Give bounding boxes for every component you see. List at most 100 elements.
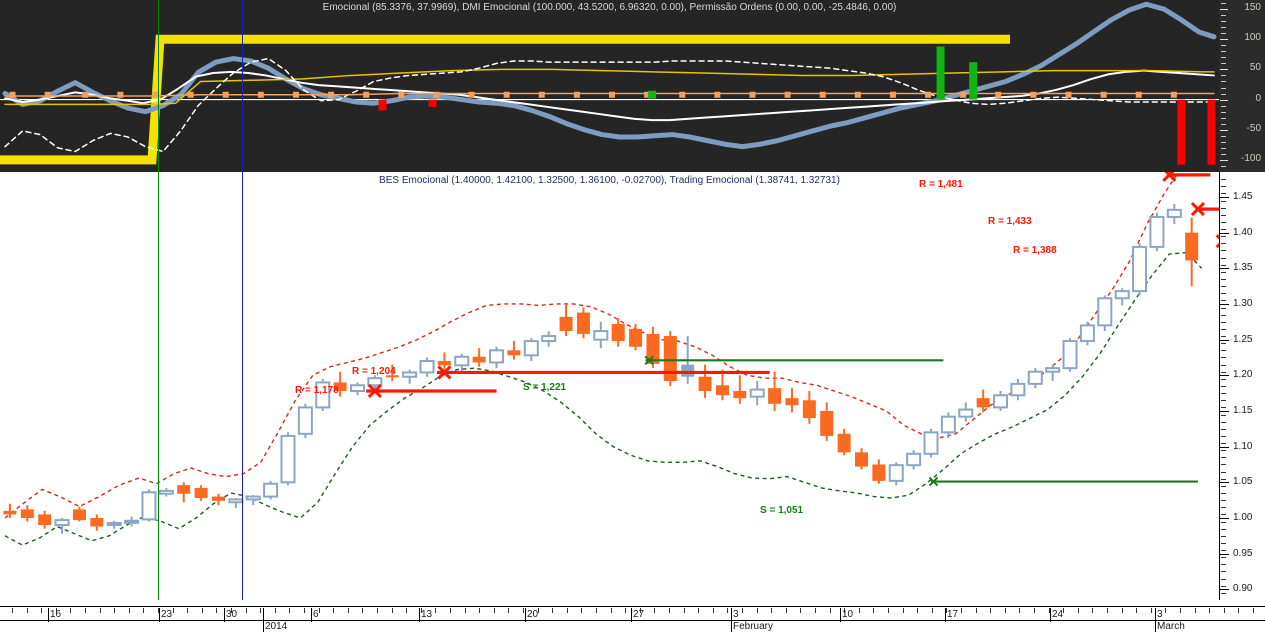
price-axis-label: 1.05 — [1233, 476, 1253, 488]
axis-minor-tick — [1221, 179, 1226, 181]
time-minor-tick — [12, 608, 13, 613]
axis-minor-tick — [1221, 141, 1226, 143]
time-minor-tick — [1238, 608, 1240, 613]
time-major-tick — [48, 608, 49, 622]
time-major-tick — [311, 608, 312, 622]
axis-spine — [1219, 172, 1220, 600]
time-minor-tick — [975, 608, 977, 613]
time-minor-tick — [771, 608, 773, 613]
permission-dot — [538, 91, 545, 98]
buy-signal-bar — [969, 62, 978, 100]
axis-top-rule — [0, 606, 1265, 607]
candlestick — [976, 389, 990, 413]
sell-signal-bar — [378, 99, 387, 111]
axis-minor-tick — [1221, 105, 1226, 107]
axis-minor-tick — [1221, 264, 1226, 266]
axis-minor-tick — [1221, 293, 1226, 295]
price-axis-label: 1.35 — [1233, 262, 1253, 274]
price-axis-label: 1.25 — [1233, 333, 1253, 345]
level-x-marker — [928, 476, 939, 487]
candlestick — [820, 402, 834, 441]
resistance-1433: R = 1,433 — [988, 216, 1032, 227]
time-minor-tick — [552, 608, 554, 613]
axis-minor-tick — [1221, 21, 1226, 23]
price-axis-label: 1.00 — [1233, 511, 1253, 523]
candlestick — [1132, 243, 1148, 296]
permission-dot — [44, 91, 51, 98]
time-minor-tick — [201, 608, 203, 613]
candlestick — [158, 488, 174, 497]
time-minor-tick — [493, 608, 495, 613]
time-minor-tick — [158, 608, 159, 613]
axis-minor-tick — [1221, 450, 1226, 452]
axis-minor-tick — [1221, 564, 1226, 566]
price-y-axis[interactable]: 1.45 1.40 1.35 1.30 1.25 1.20 1.15 1.10 1.05 1.00… — [1219, 172, 1265, 600]
permission-dot — [363, 91, 370, 98]
time-month-tick — [1155, 608, 1156, 632]
axis-minor-tick — [1221, 186, 1226, 188]
indicator-axis-label: 0 — [1255, 92, 1261, 104]
cursor-green[interactable] — [158, 0, 159, 600]
permission-dot — [1170, 91, 1177, 98]
axis-minor-tick — [1221, 514, 1226, 516]
time-minor-tick — [187, 608, 189, 613]
candlestick — [993, 390, 1009, 411]
cursor-blue[interactable] — [242, 0, 243, 600]
candlestick — [385, 364, 399, 382]
axis-minor-tick — [1221, 57, 1226, 59]
axis-minor-tick — [1221, 435, 1226, 437]
axis-minor-tick — [1221, 578, 1226, 580]
candlestick — [263, 480, 279, 500]
candlestick — [923, 428, 939, 458]
axis-minor-tick — [1221, 51, 1226, 53]
axis-major-tick — [1220, 589, 1229, 591]
indicator-pane[interactable] — [0, 0, 1219, 172]
candlestick — [768, 371, 782, 411]
time-minor-tick — [1180, 608, 1181, 613]
time-minor-tick — [829, 608, 831, 613]
axis-minor-tick — [1221, 485, 1226, 487]
axis-major-tick — [1220, 129, 1228, 131]
axis-major-tick — [1220, 9, 1228, 11]
level-x-marker — [1215, 234, 1219, 249]
price-pane[interactable] — [0, 172, 1219, 600]
sell-signal-bar — [1207, 99, 1216, 165]
time-minor-tick — [1034, 608, 1035, 613]
candlestick — [663, 331, 677, 386]
candlestick — [177, 482, 191, 503]
time-minor-tick — [815, 608, 816, 613]
candlestick — [749, 381, 765, 406]
time-minor-tick — [1107, 608, 1108, 613]
time-day-label: 23 — [161, 609, 173, 620]
sar-support-dotted — [4, 251, 1203, 546]
axis-minor-tick — [1221, 500, 1226, 502]
indicator-y-axis[interactable]: 150 100 50 0 -50 -100 — [1219, 0, 1265, 172]
time-axis[interactable]: 16 23 30 6 13 20 27 3 10 17 24 3 2014 February March — [0, 600, 1265, 632]
indicator-axis-label: 100 — [1244, 32, 1261, 44]
permission-dot — [503, 91, 510, 98]
candlestick — [523, 338, 539, 362]
permission-dot — [9, 91, 16, 98]
axis-minor-tick — [1221, 221, 1226, 223]
axis-major-tick — [1220, 99, 1228, 101]
time-minor-tick — [596, 608, 597, 613]
time-minor-tick — [698, 608, 700, 613]
time-minor-tick — [566, 608, 568, 613]
candlestick — [228, 497, 244, 508]
axis-major-tick — [1220, 268, 1229, 270]
indicator-axis-label: -100 — [1240, 152, 1261, 164]
axis-major-tick — [1220, 232, 1229, 234]
time-major-tick — [1050, 608, 1051, 622]
time-minor-tick — [917, 608, 919, 613]
permission-dot — [292, 91, 299, 98]
time-month-label: 2014 — [265, 621, 288, 632]
axis-minor-tick — [1221, 250, 1226, 252]
axis-minor-tick — [1221, 571, 1226, 573]
axis-minor-tick — [1221, 371, 1226, 373]
axis-minor-tick — [1221, 75, 1226, 77]
time-minor-tick — [902, 608, 904, 613]
permission-dot — [433, 91, 440, 98]
time-minor-tick — [844, 608, 846, 613]
candlestick — [576, 307, 590, 339]
